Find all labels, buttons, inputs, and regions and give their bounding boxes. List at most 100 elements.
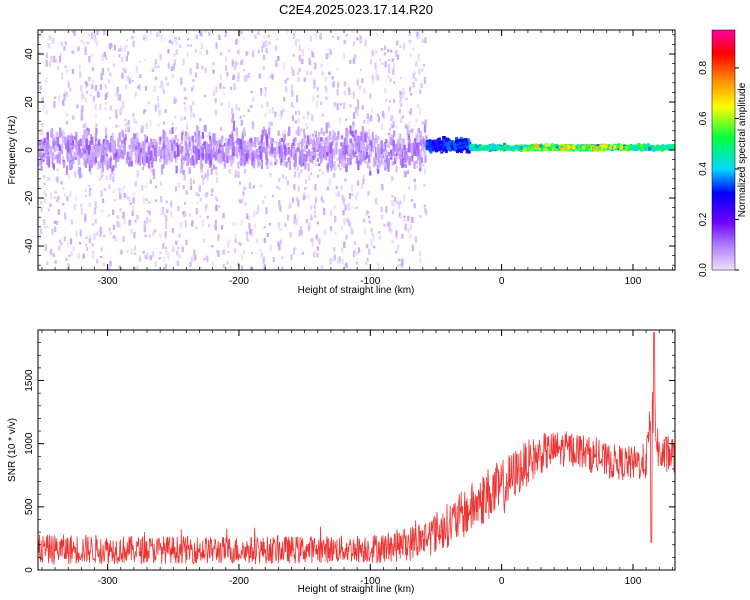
heatmap-cell [413,161,416,169]
heatmap-cell [187,156,190,164]
heatmap-cell [331,141,334,146]
heatmap-cell [314,184,317,191]
heatmap-cell [108,43,112,50]
heatmap-cell [96,39,99,47]
heatmap-cell [286,149,289,155]
heatmap-cell [84,188,87,192]
heatmap-cell [83,129,86,140]
heatmap-cell [458,142,461,145]
heatmap-cell [341,194,344,202]
heatmap-cell [401,143,404,148]
heatmap-cell [364,156,367,160]
colorbar-tick-label: 0.4 [698,162,709,176]
heatmap-cell [330,225,333,232]
heatmap-cell [318,140,321,144]
heatmap-cell [194,131,197,137]
heatmap-cell [400,103,403,107]
heatmap-cell [367,211,370,214]
heatmap-cell [154,229,157,233]
heatmap-cell [151,161,154,168]
heatmap-cell [294,171,297,178]
heatmap-cell [255,211,258,215]
heatmap-cell [104,127,108,137]
heatmap-cell [96,149,99,158]
heatmap-cell [322,141,325,145]
heatmap-cell [254,151,257,158]
heatmap-cell [46,225,49,229]
heatmap-cell [82,94,85,99]
heatmap-cell [184,141,187,151]
heatmap-cell [465,138,469,141]
heatmap-cell [451,142,455,145]
heatmap-cell [171,122,174,126]
heatmap-cell [81,139,84,150]
heatmap-cell [160,165,163,175]
heatmap-cell [212,69,215,74]
heatmap-cell [398,95,401,98]
heatmap-cell [184,202,187,205]
heatmap-cell [409,223,412,231]
heatmap-cell [151,142,155,149]
heatmap-cell [148,210,151,216]
heatmap-cell [114,161,117,168]
heatmap-cell [142,36,145,41]
heatmap-cell [275,159,278,163]
heatmap-cell [415,142,418,154]
heatmap-cell [262,256,265,264]
heatmap-cell [378,148,381,159]
heatmap-cell [154,62,157,69]
heatmap-cell [41,141,44,151]
heatmap-cell [159,251,162,254]
heatmap-cell [180,116,183,121]
heatmap-cell [80,40,83,43]
heatmap-cell [49,145,52,149]
heatmap-cell [336,157,339,161]
heatmap-cell [184,105,187,113]
heatmap-cell [144,254,147,258]
heatmap-cell [391,240,394,243]
heatmap-cell [159,181,162,186]
heatmap-cell [332,81,335,88]
heatmap-cell [349,222,352,228]
heatmap-cell [147,146,150,155]
heatmap-cell [398,153,401,160]
heatmap-cell [512,145,516,151]
heatmap-cell [175,126,178,131]
heatmap-cell [235,103,238,111]
heatmap-cell [364,39,367,46]
heatmap-cell [263,264,266,270]
heatmap-cell [343,53,346,59]
heatmap-cell [168,143,172,154]
heatmap-cell [260,141,263,153]
heatmap-cell [318,238,321,245]
heatmap-cell [134,133,137,140]
heatmap-cell [398,108,401,114]
heatmap-cell [180,166,183,174]
heatmap-cell [40,128,43,136]
heatmap-cell [301,59,304,65]
heatmap-cell [80,174,83,179]
heatmap-cell [472,146,476,151]
heatmap-cell [329,210,332,216]
heatmap-cell [249,142,252,152]
heatmap-cell [135,120,138,124]
heatmap-cell [227,138,230,146]
heatmap-cell [93,144,96,150]
heatmap-cell [302,162,305,167]
heatmap-cell [340,142,343,147]
heatmap-cell [534,143,538,149]
heatmap-cell [75,230,78,237]
heatmap-cell [293,214,296,220]
heatmap-cell [254,137,257,148]
heatmap-cell [396,200,399,205]
heatmap-cell [141,184,144,191]
heatmap-cell [130,160,133,167]
heatmap-cell [362,141,365,150]
heatmap-cell [231,60,234,67]
heatmap-cell [211,245,214,248]
heatmap-cell [165,249,168,255]
heatmap-cell [401,259,404,266]
heatmap-cell [147,153,150,162]
heatmap-cell [46,261,49,266]
heatmap-cell [208,31,211,36]
